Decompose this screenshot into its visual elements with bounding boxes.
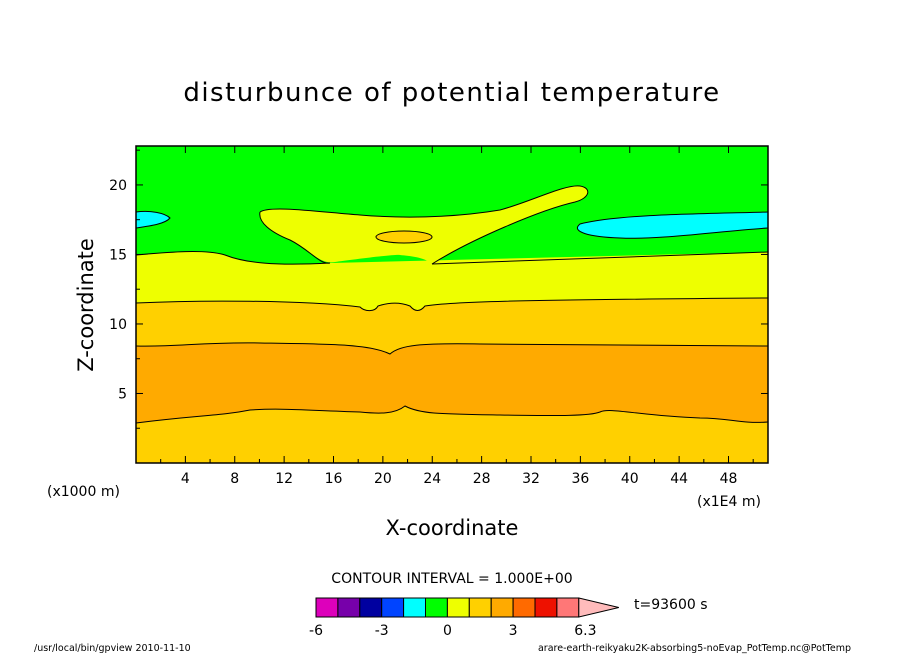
footer-left: /usr/local/bin/gpview 2010-11-10: [34, 643, 191, 654]
colorbar-swatch: [490, 597, 514, 618]
y-unit-label: (x1000 m): [47, 484, 120, 500]
y-tick-label: 20: [109, 178, 127, 194]
x-tick-label: 36: [571, 471, 589, 487]
x-tick-label: 40: [621, 471, 639, 487]
contour-line: [259, 185, 589, 265]
x-tick-label: 32: [522, 471, 540, 487]
warm-core: [375, 230, 433, 244]
x-tick-label: 12: [275, 471, 293, 487]
colorbar-swatch: [468, 597, 492, 618]
contour-line: [135, 210, 171, 229]
colorbar-swatch: [403, 597, 427, 618]
x-tick-label: 20: [374, 471, 392, 487]
colorbar-swatch: [315, 597, 339, 618]
colorbar-swatch: [446, 597, 470, 618]
x-tick-label: 48: [720, 471, 738, 487]
y-ticks: 5 10 15 20: [109, 149, 768, 429]
colorbar-swatch: [337, 597, 361, 618]
colorbar-swatch: [425, 597, 448, 618]
x-unit-label: (x1E4 m): [697, 494, 761, 510]
colorbar-swatch: [512, 597, 536, 618]
y-tick-label: 10: [109, 317, 127, 333]
colorbar-tick-label: 0: [443, 623, 452, 639]
x-tick-label: 28: [473, 471, 491, 487]
chart-title: disturbunce of potential temperature: [183, 78, 720, 108]
x-tick-label: 16: [325, 471, 343, 487]
y-axis-label: Z-coordinate: [74, 238, 98, 372]
contour-line: [431, 251, 769, 265]
band-orange: [136, 342, 768, 423]
x-axis-label: X-coordinate: [386, 516, 519, 540]
colorbar-swatch: [381, 597, 405, 618]
contour-line: [577, 211, 769, 239]
y-tick-label: 5: [118, 386, 127, 402]
contour-line: [135, 405, 769, 424]
time-label: t=93600 s: [634, 597, 708, 613]
colorbar-swatch: [534, 597, 558, 618]
colorbar: -6 -3 0 3 6.3: [309, 597, 619, 639]
contour-line: [135, 297, 769, 312]
contour-interval-label: CONTOUR INTERVAL = 1.000E+00: [331, 571, 572, 587]
contour-lines: [135, 185, 769, 424]
colorbar-arrow: [578, 597, 619, 618]
x-tick-label: 24: [423, 471, 441, 487]
colorbar-swatch: [556, 597, 580, 618]
x-ticks: 4 8 12 16 20 24 28 32 36 40 44 48: [160, 146, 754, 487]
x-tick-label: 8: [230, 471, 239, 487]
contour-line: [135, 251, 331, 265]
y-tick-label: 15: [109, 247, 127, 263]
colorbar-tick-label: -6: [309, 623, 323, 639]
plot-frame: [135, 145, 769, 464]
colorbar-tick-label: 6.3: [574, 623, 596, 639]
x-tick-label: 44: [670, 471, 688, 487]
cold-pocket-left: [136, 211, 170, 228]
warm-plume: [259, 185, 588, 264]
x-tick-label: 4: [181, 471, 190, 487]
colorbar-tick-label: -3: [375, 623, 389, 639]
colorbar-tick-label: 3: [509, 623, 518, 639]
footer-right: arare-earth-reikyaku2K-absorbing5-noEvap…: [538, 643, 851, 654]
colorbar-swatch: [359, 597, 383, 618]
